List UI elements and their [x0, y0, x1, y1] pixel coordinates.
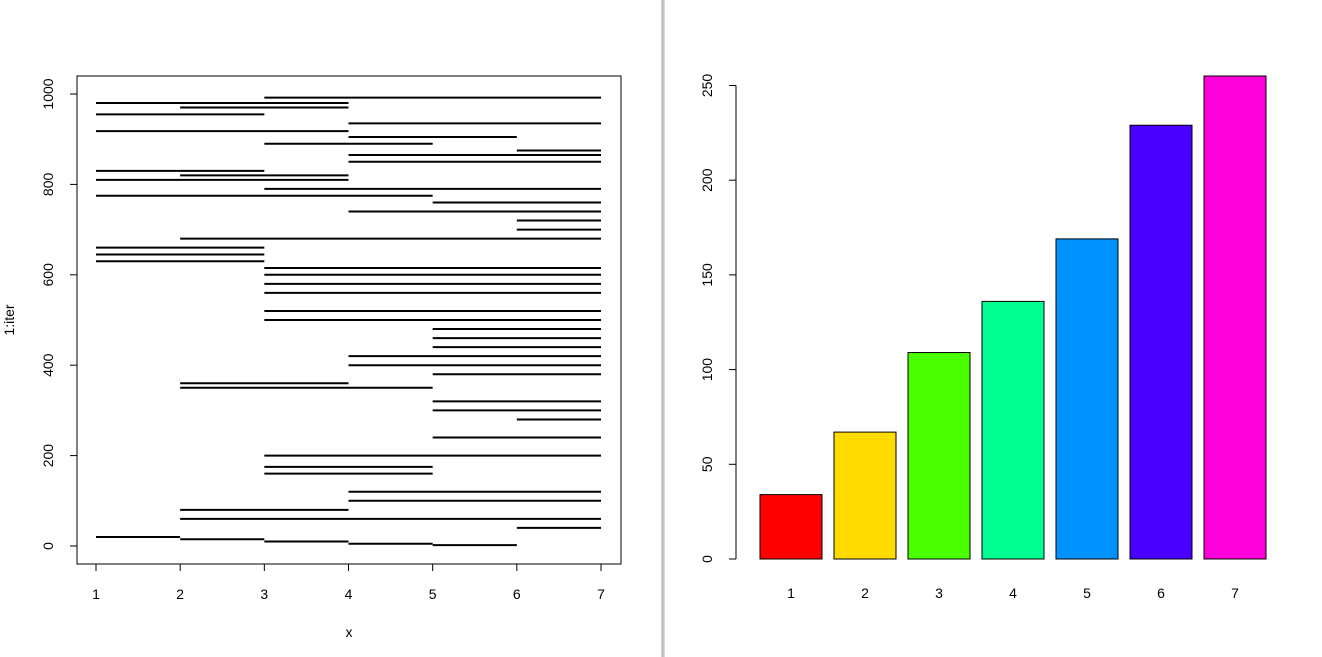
- x-tick-label: 1: [92, 586, 100, 602]
- x-tick-label: 2: [176, 586, 184, 602]
- x-tick-label: 2: [861, 585, 869, 601]
- bar: [759, 494, 823, 560]
- bar: [1055, 238, 1119, 560]
- x-tick-label: 7: [597, 586, 605, 602]
- y-tick-label: 600: [40, 263, 56, 287]
- x-axis-label: x: [346, 624, 353, 640]
- segments-plot-panel: 1 2 3 4 5 6 7 x 0 200 400 600 800 1000 1:iter: [1, 75, 622, 640]
- y-tick-label: 50: [699, 456, 715, 472]
- y-tick-label: 200: [40, 444, 56, 468]
- bar-chart: 1 2 3 4 5 6 7 0 50 100 150 200 250: [699, 74, 1267, 601]
- x-tick-label: 3: [260, 586, 268, 602]
- x-tick-label: 6: [513, 586, 521, 602]
- x-tick-label: 6: [1157, 585, 1165, 601]
- bar: [907, 352, 971, 560]
- y-tick-label: 100: [699, 358, 715, 382]
- bar: [981, 300, 1045, 560]
- bar-chart-panel: 1 2 3 4 5 6 7 0 50 100 150 200 250: [665, 0, 1322, 657]
- y-tick-label: 0: [699, 555, 715, 563]
- bar: [1129, 124, 1193, 560]
- y-tick-label: 1000: [40, 78, 56, 109]
- y-tick-label: 150: [699, 263, 715, 287]
- y-tick-label: 0: [40, 542, 56, 550]
- x-tick-label: 1: [787, 585, 795, 601]
- x-tick-label: 5: [1083, 585, 1091, 601]
- x-tick-label: 4: [1009, 585, 1017, 601]
- bar: [1203, 75, 1267, 560]
- y-tick-label: 400: [40, 353, 56, 377]
- y-axis-label: 1:iter: [1, 304, 17, 335]
- panel-divider[interactable]: [661, 0, 665, 657]
- x-tick-label: 5: [429, 586, 437, 602]
- segments-plot: 1 2 3 4 5 6 7 x 0 200 400 600 800 1000 1:iter: [1, 75, 622, 640]
- bar: [833, 431, 897, 560]
- y-tick-label: 800: [40, 173, 56, 197]
- y-tick-label: 200: [699, 168, 715, 192]
- x-tick-label: 4: [345, 586, 353, 602]
- y-tick-label: 250: [699, 74, 715, 98]
- x-tick-label: 3: [935, 585, 943, 601]
- x-tick-label: 7: [1231, 585, 1239, 601]
